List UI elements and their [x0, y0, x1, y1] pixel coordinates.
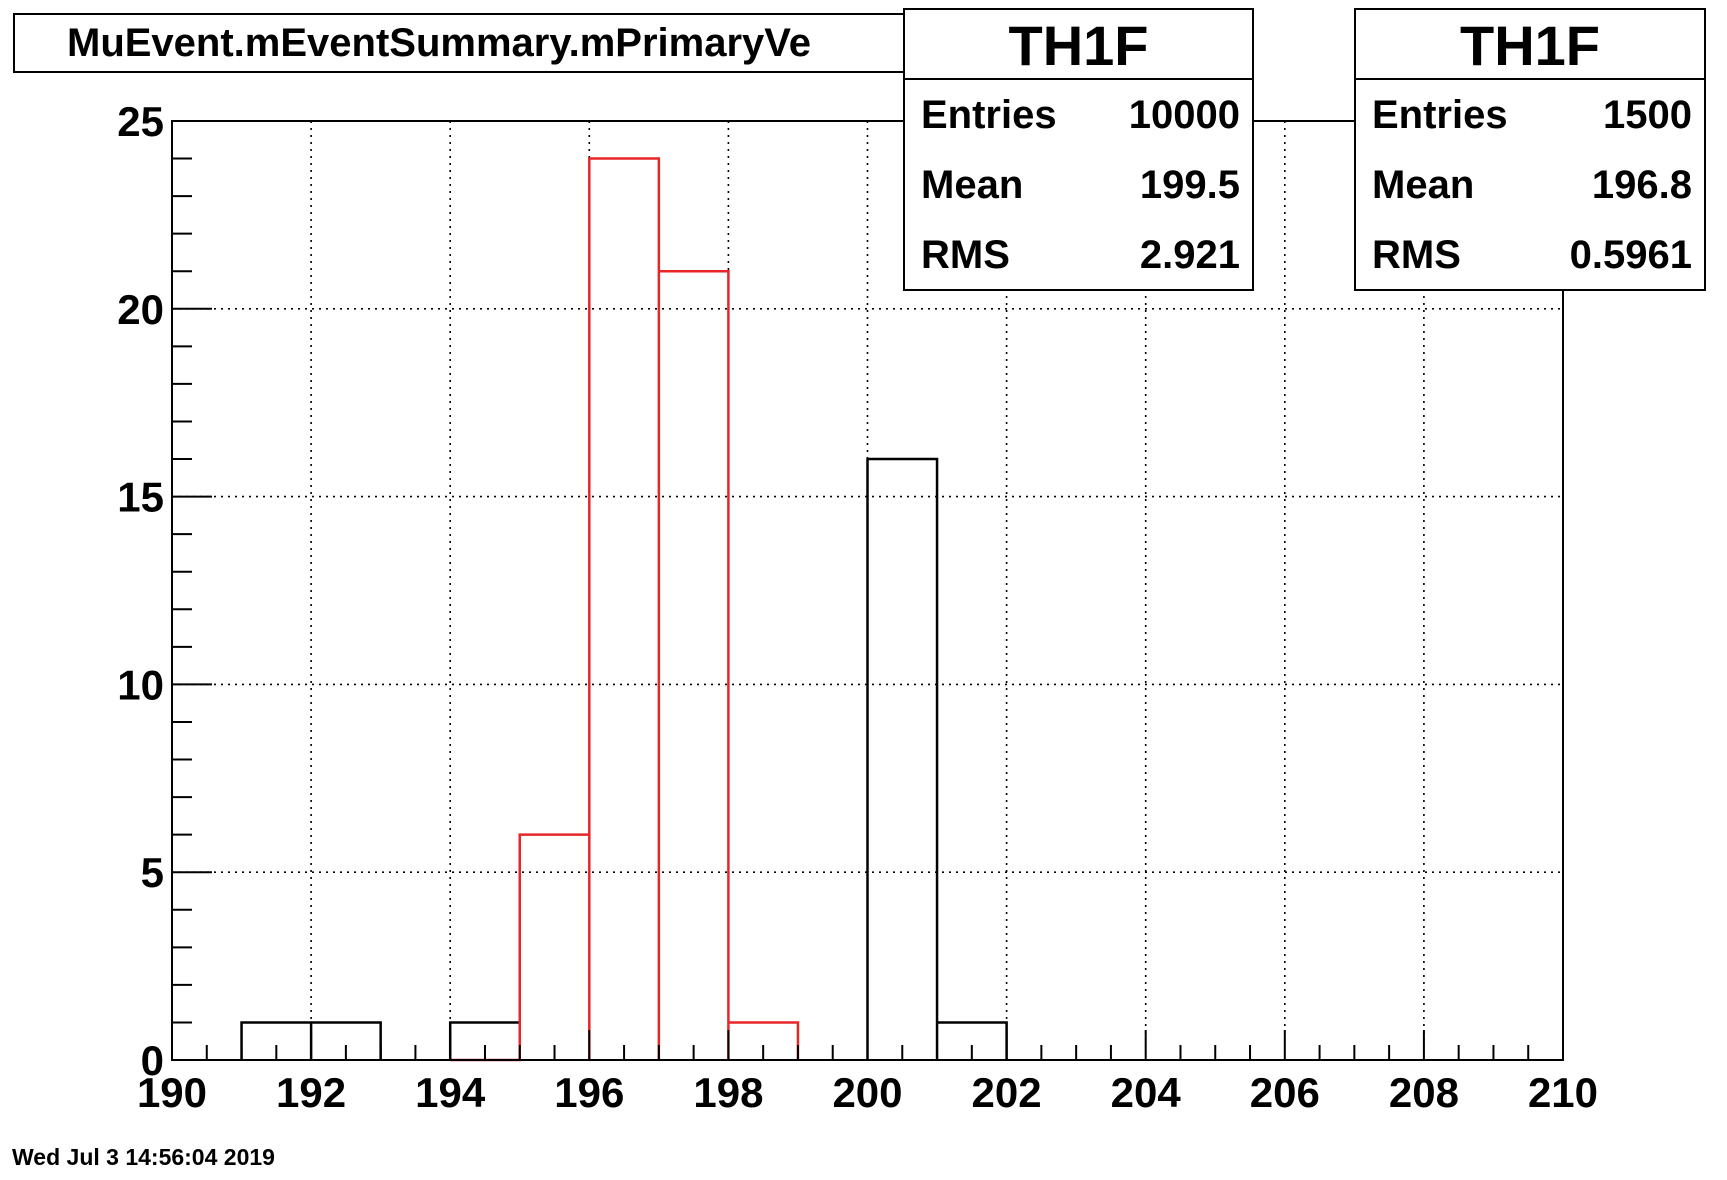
stats-label: Entries [921, 92, 1057, 137]
stats-label: Mean [1372, 162, 1475, 207]
x-tick-label: 204 [1111, 1069, 1182, 1116]
stats-box-black: TH1F Entries 10000 Mean 199.5 RMS 2.921 [903, 8, 1254, 291]
x-tick-label: 190 [137, 1069, 207, 1116]
y-tick-label: 10 [117, 661, 164, 708]
histogram-bin [868, 459, 938, 1060]
chart-title: MuEvent.mEventSummary.mPrimaryVe [13, 13, 1013, 73]
histogram-series-1 [450, 157, 800, 1062]
stats-label: Entries [1372, 92, 1508, 137]
y-tick-label: 5 [141, 849, 164, 896]
stats-value: 196.8 [1591, 162, 1692, 207]
stats-value: 0.5961 [1569, 232, 1692, 277]
y-tick-label: 25 [117, 98, 164, 145]
x-tick-label: 202 [972, 1069, 1042, 1116]
stats-row-entries: Entries 10000 [905, 80, 1252, 150]
stats-value: 1500 [1603, 92, 1692, 137]
stats-row-mean: Mean 196.8 [1356, 150, 1704, 220]
x-tick-label: 206 [1250, 1069, 1320, 1116]
histogram-bin [659, 271, 729, 1060]
stats-box-red: TH1F Entries 1500 Mean 196.8 RMS 0.5961 [1354, 8, 1706, 291]
x-tick-label: 200 [832, 1069, 902, 1116]
stats-value: 2.921 [1139, 232, 1240, 277]
stats-header: TH1F [905, 10, 1252, 80]
x-tick-label: 208 [1389, 1069, 1459, 1116]
stats-row-rms: RMS 0.5961 [1356, 220, 1704, 290]
histogram-bin [589, 159, 659, 1060]
stats-value: 10000 [1128, 92, 1240, 137]
x-tick-label: 192 [276, 1069, 346, 1116]
y-tick-label: 15 [117, 474, 164, 521]
stats-row-rms: RMS 2.921 [905, 220, 1252, 290]
x-tick-label: 198 [693, 1069, 763, 1116]
timestamp: Wed Jul 3 14:56:04 2019 [12, 1144, 275, 1170]
x-tick-label: 210 [1528, 1069, 1598, 1116]
x-tick-label: 194 [415, 1069, 486, 1116]
stats-header: TH1F [1356, 10, 1704, 80]
x-tick-label: 196 [554, 1069, 624, 1116]
stats-value: 199.5 [1139, 162, 1240, 207]
stats-label: RMS [1372, 232, 1461, 277]
stats-row-entries: Entries 1500 [1356, 80, 1704, 150]
y-tick-label: 0 [141, 1037, 164, 1084]
stats-label: Mean [921, 162, 1024, 207]
stats-label: RMS [921, 232, 1010, 277]
stats-row-mean: Mean 199.5 [905, 150, 1252, 220]
y-tick-label: 20 [117, 286, 164, 333]
histogram-bin [520, 835, 590, 1060]
